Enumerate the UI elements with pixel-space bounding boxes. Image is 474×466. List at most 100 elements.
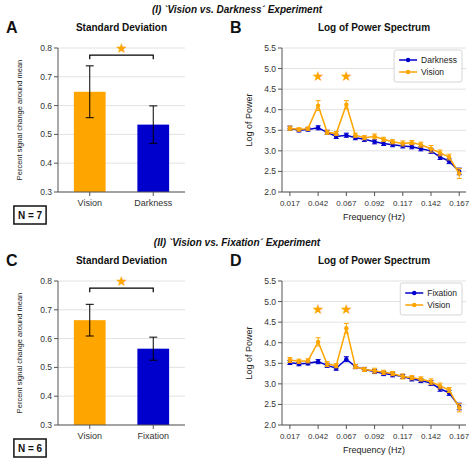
point bbox=[288, 126, 292, 130]
point bbox=[288, 126, 292, 130]
x-tick bbox=[459, 192, 460, 196]
x-tick bbox=[289, 192, 290, 196]
x-tick bbox=[346, 425, 347, 429]
legend: FixationVision bbox=[400, 283, 462, 315]
x-axis-label: Frequency (Hz) bbox=[343, 212, 405, 222]
y-tick bbox=[54, 367, 58, 368]
error-cap bbox=[149, 360, 157, 361]
error-cap bbox=[457, 403, 462, 404]
error-cap bbox=[344, 100, 349, 101]
error-cap bbox=[429, 145, 434, 146]
x-tick-label: Fixation bbox=[137, 431, 169, 441]
n-label: N = 6 bbox=[14, 439, 46, 457]
grid-line bbox=[282, 171, 466, 172]
error-cap bbox=[429, 385, 434, 386]
x-tick-label: Vision bbox=[78, 431, 102, 441]
x-tick-label: 0.017 bbox=[280, 199, 301, 208]
point bbox=[457, 406, 461, 410]
grid-line bbox=[282, 425, 466, 426]
error-bar bbox=[409, 376, 414, 380]
y-tick-label: 4.5 bbox=[264, 84, 276, 94]
error-bar bbox=[372, 134, 377, 139]
error-bar bbox=[296, 128, 301, 131]
error-bar bbox=[429, 381, 434, 386]
error-bar bbox=[86, 304, 94, 336]
significance-star: ★ bbox=[115, 40, 128, 56]
error-cap bbox=[447, 159, 452, 160]
error-bar bbox=[447, 388, 452, 393]
point bbox=[297, 359, 301, 363]
plot-area bbox=[74, 304, 169, 425]
x-tick-label: 0.142 bbox=[421, 432, 442, 441]
y-tick-label: 0.8 bbox=[40, 43, 52, 53]
y-tick-label: 3.0 bbox=[264, 379, 276, 389]
error-bar bbox=[325, 130, 330, 134]
point bbox=[429, 380, 433, 384]
point bbox=[447, 155, 451, 159]
y-tick bbox=[54, 48, 58, 49]
x-tick bbox=[289, 425, 290, 429]
legend-box bbox=[394, 50, 462, 82]
x-tick bbox=[318, 192, 319, 196]
error-bar bbox=[409, 141, 414, 145]
point bbox=[344, 133, 348, 137]
x-axis-label: Frequency (Hz) bbox=[343, 445, 405, 455]
y-tick-label: 0.3 bbox=[40, 187, 52, 197]
error-bar bbox=[447, 154, 452, 160]
error-bar bbox=[353, 365, 358, 369]
error-bar bbox=[305, 359, 310, 363]
point bbox=[334, 131, 338, 135]
legend-label: Vision bbox=[421, 67, 444, 77]
significance-star: ★ bbox=[340, 301, 353, 317]
point bbox=[306, 359, 310, 363]
error-bar bbox=[325, 362, 330, 367]
y-axis-label: Log of Power bbox=[244, 326, 254, 379]
error-line bbox=[89, 66, 90, 118]
y-tick-label: 0.5 bbox=[40, 362, 52, 372]
x-tick-label: 0.092 bbox=[365, 199, 386, 208]
x-tick bbox=[89, 425, 90, 429]
error-cap bbox=[86, 65, 94, 66]
error-cap bbox=[429, 378, 434, 379]
error-bar bbox=[400, 374, 405, 379]
error-cap bbox=[438, 388, 443, 389]
legend-marker bbox=[412, 303, 416, 307]
error-bar bbox=[316, 338, 321, 346]
line bbox=[290, 328, 459, 407]
point bbox=[447, 388, 451, 392]
y-axis-line bbox=[282, 48, 283, 192]
y-tick bbox=[54, 338, 58, 339]
grid-line bbox=[58, 425, 185, 426]
error-bar bbox=[287, 126, 292, 130]
y-tick bbox=[278, 425, 282, 426]
point bbox=[316, 126, 320, 130]
grid-line bbox=[58, 76, 185, 77]
error-bar bbox=[438, 383, 443, 389]
point bbox=[372, 134, 376, 138]
x-tick-label: Darkness bbox=[134, 198, 173, 208]
error-bar bbox=[316, 360, 321, 364]
error-cap bbox=[429, 152, 434, 153]
x-tick-label: 0.117 bbox=[393, 199, 413, 208]
grid-line bbox=[282, 281, 466, 282]
point bbox=[362, 367, 366, 371]
error-bar bbox=[372, 140, 377, 144]
x-tick bbox=[346, 192, 347, 196]
x-tick-label: 0.092 bbox=[365, 432, 386, 441]
x-axis-line bbox=[58, 425, 185, 426]
point bbox=[401, 374, 405, 378]
grid bbox=[282, 48, 466, 192]
y-tick bbox=[54, 425, 58, 426]
x-tick bbox=[402, 425, 403, 429]
point bbox=[390, 140, 394, 144]
y-axis-line bbox=[282, 281, 283, 425]
significance-star: ★ bbox=[115, 273, 128, 289]
grid-line bbox=[282, 383, 466, 384]
y-tick-label: 0.8 bbox=[40, 276, 52, 286]
error-cap bbox=[149, 337, 157, 338]
plot-area bbox=[74, 66, 169, 192]
error-cap bbox=[438, 155, 443, 156]
series bbox=[287, 323, 461, 411]
error-cap bbox=[316, 346, 321, 347]
error-bar bbox=[390, 372, 395, 376]
